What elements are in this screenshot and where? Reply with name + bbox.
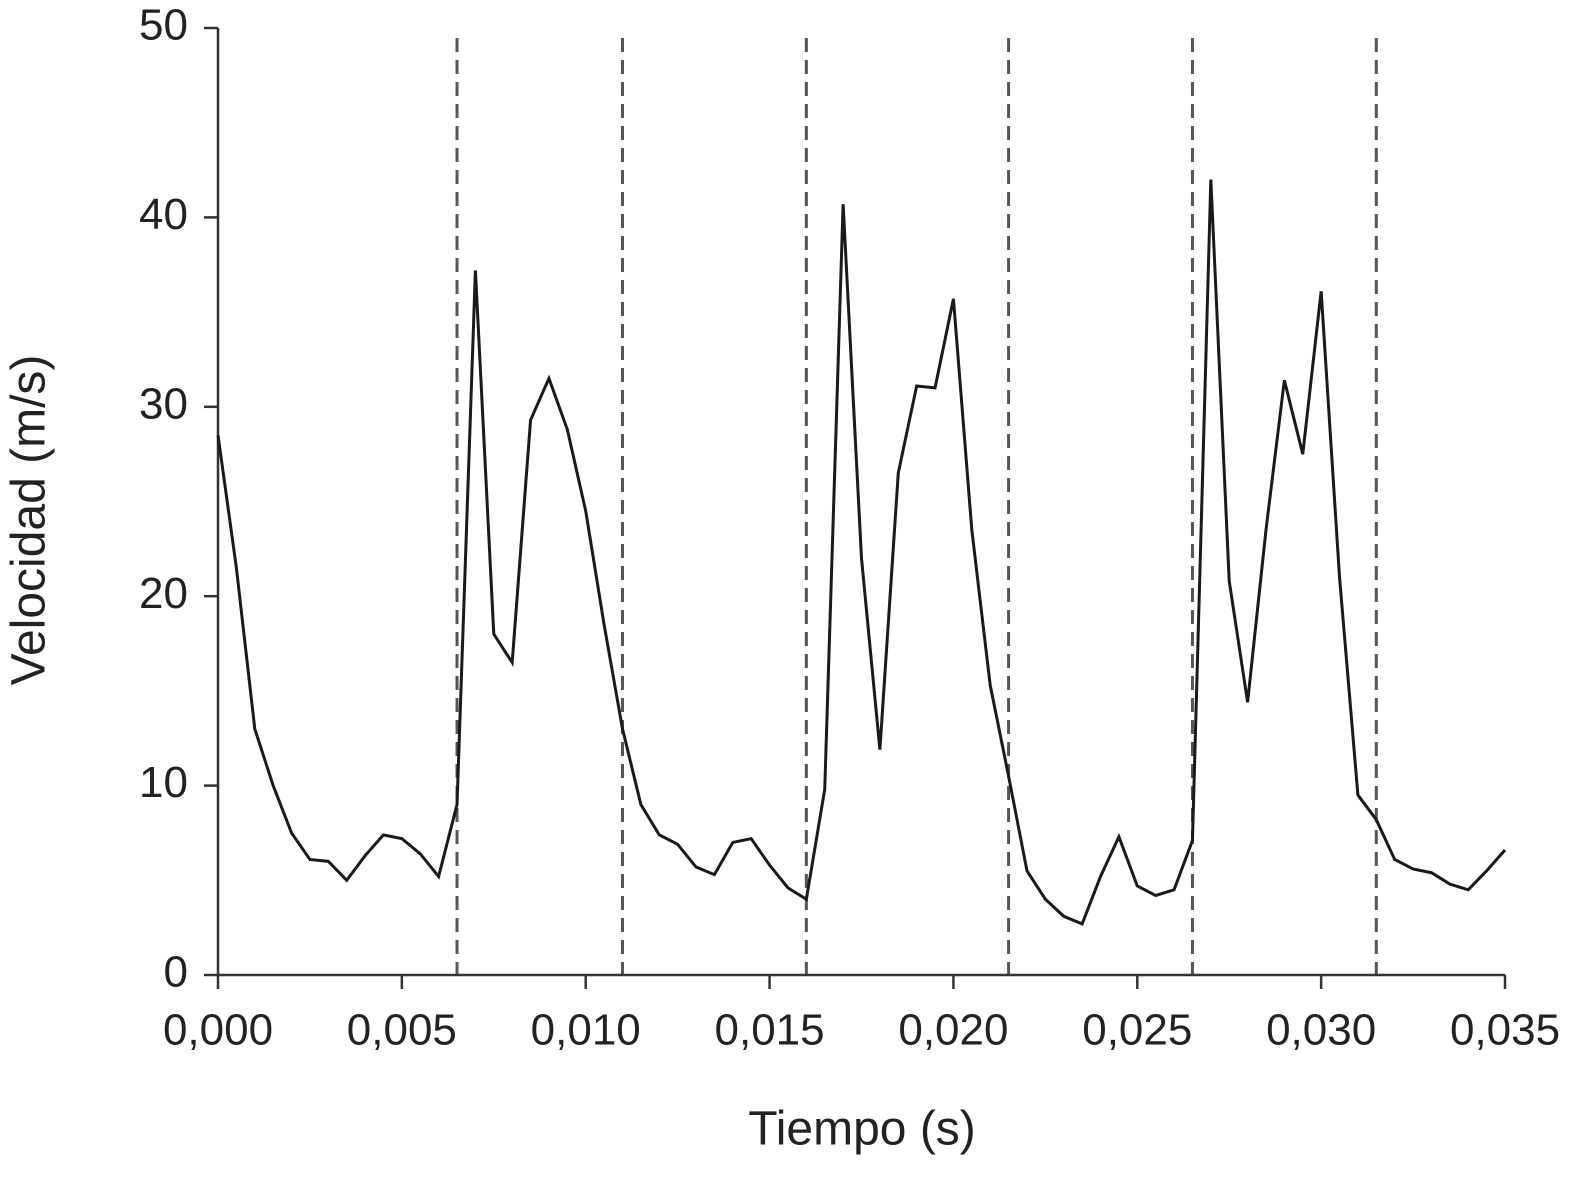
x-tick-label: 0,030 [1266,1006,1376,1055]
y-tick-label: 40 [139,190,188,239]
data-line [216,179,1507,926]
y-tick-label: 50 [139,1,188,50]
y-tick-label: 20 [139,569,188,618]
x-tick-label: 0,025 [1082,1006,1192,1055]
y-tick-label: 10 [139,758,188,807]
x-tick-label: 0,015 [715,1006,825,1055]
y-tick-label: 0 [164,948,188,997]
x-axis-title: Tiempo (s) [748,1103,976,1156]
x-tick-label: 0,035 [1450,1006,1560,1055]
y-axis-title: Velocidad (m/s) [3,355,56,686]
x-tick-label: 0,010 [531,1006,641,1055]
x-tick-label: 0,000 [163,1006,273,1055]
y-tick-label: 30 [139,379,188,428]
x-tick-label: 0,005 [347,1006,457,1055]
x-tick-label: 0,020 [898,1006,1008,1055]
